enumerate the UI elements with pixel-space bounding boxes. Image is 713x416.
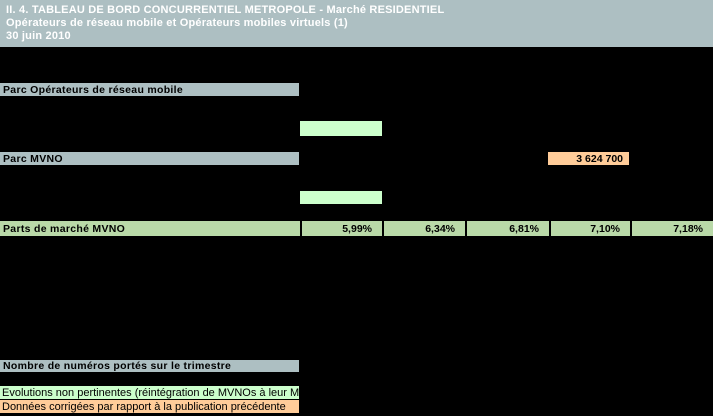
parts-value-cell-2[interactable]: 6,34% (382, 221, 465, 236)
section-label-parc-mvno-text: Parc MVNO (3, 152, 63, 165)
parts-value-5: 7,18% (673, 222, 703, 235)
parts-value-3: 6,81% (509, 222, 539, 235)
parts-de-marche-label-text: Parts de marché MVNO (3, 222, 126, 235)
parts-value-1: 5,99% (342, 222, 372, 235)
parts-value-cell-1[interactable]: 5,99% (300, 221, 382, 236)
section-label-numeros-portes-text: Nombre de numéros portés sur le trimestr… (3, 360, 232, 372)
section-label-parc-orm[interactable]: Parc Opérateurs de réseau mobile (0, 83, 299, 96)
parts-de-marche-row: Parts de marché MVNO 5,99% 6,34% 6,81% 7… (0, 220, 713, 237)
parts-value-cell-4[interactable]: 7,10% (549, 221, 630, 236)
cell-parc-mvno-value[interactable]: 3 624 700 (548, 152, 629, 165)
report-title-band: II. 4. TABLEAU DE BORD CONCURRENTIEL MET… (0, 0, 713, 47)
parts-de-marche-label-cell[interactable]: Parts de marché MVNO (0, 221, 300, 236)
legend-green-note-text: Evolutions non pertinentes (réintégratio… (2, 386, 299, 399)
report-date: 30 juin 2010 (6, 30, 71, 42)
section-label-parc-orm-text: Parc Opérateurs de réseau mobile (3, 83, 184, 96)
section-label-parc-mvno[interactable]: Parc MVNO (0, 152, 299, 165)
parts-value-2: 6,34% (425, 222, 455, 235)
parts-value-cell-5[interactable]: 7,18% (630, 221, 713, 236)
section-label-numeros-portes[interactable]: Nombre de numéros portés sur le trimestr… (0, 360, 299, 372)
report-title-line1: II. 4. TABLEAU DE BORD CONCURRENTIEL MET… (6, 4, 445, 16)
report-title-line2: Opérateurs de réseau mobile et Opérateur… (6, 17, 348, 29)
legend-green-note: Evolutions non pertinentes (réintégratio… (0, 386, 299, 399)
parts-value-cell-3[interactable]: 6,81% (465, 221, 549, 236)
cell-orm-highlight[interactable] (300, 121, 382, 136)
cell-mvno-highlight[interactable] (300, 191, 382, 204)
parts-value-4: 7,10% (590, 222, 620, 235)
legend-orange-note-text: Données corrigées par rapport à la publi… (2, 400, 286, 413)
legend-orange-note: Données corrigées par rapport à la publi… (0, 400, 299, 413)
parc-mvno-value-text: 3 624 700 (576, 152, 623, 165)
